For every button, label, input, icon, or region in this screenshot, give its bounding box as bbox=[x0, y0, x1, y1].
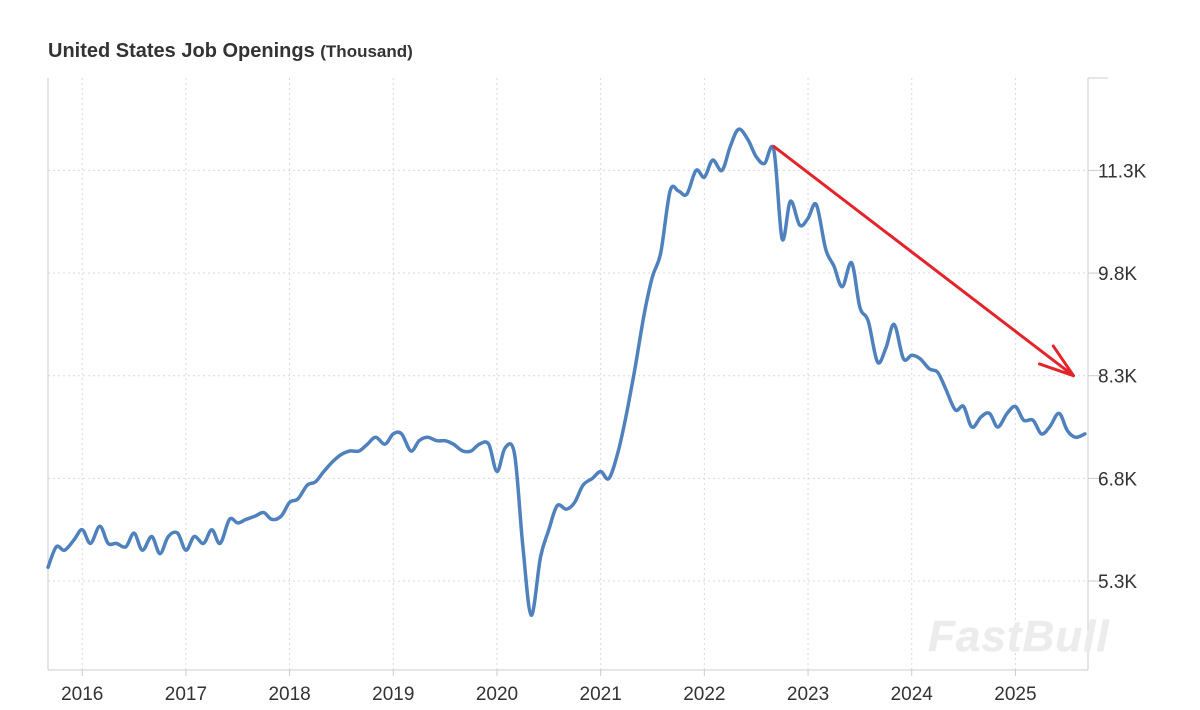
annotation-layer bbox=[772, 144, 1075, 378]
x-tick-label: 2018 bbox=[268, 684, 310, 705]
trend-arrow-head bbox=[1037, 344, 1075, 378]
y-tick-label: 8.3K bbox=[1098, 367, 1137, 388]
x-tick-label: 2023 bbox=[787, 684, 829, 705]
x-tick-label: 2025 bbox=[994, 684, 1036, 705]
horizontal-grid-lines bbox=[48, 169, 1088, 582]
axes bbox=[47, 77, 1108, 676]
series-line-job-openings bbox=[46, 127, 1087, 617]
x-tick-label: 2019 bbox=[372, 684, 414, 705]
x-tick-label: 2020 bbox=[476, 684, 518, 705]
x-tick-label: 2017 bbox=[165, 684, 207, 705]
y-axis-tick-labels: 5.3K 6.8K 8.3K 9.8K 11.3K bbox=[1098, 161, 1147, 593]
x-axis-tick-labels: 2016 2017 2018 2019 2020 2021 2022 2023 2024 2025 bbox=[61, 684, 1036, 705]
chart-title-unit: (Thousand) bbox=[320, 42, 413, 61]
fastbull-watermark: FastBull bbox=[928, 612, 1110, 661]
series-layer bbox=[46, 127, 1087, 617]
x-tick-label: 2021 bbox=[580, 684, 622, 705]
y-tick-label: 9.8K bbox=[1098, 264, 1137, 285]
x-tick-label: 2024 bbox=[891, 684, 934, 705]
chart-title-text: United States Job Openings bbox=[48, 40, 315, 62]
vertical-grid-lines bbox=[81, 78, 1016, 670]
trend-arrow-shaft bbox=[772, 144, 1075, 378]
y-tick-label: 11.3K bbox=[1098, 161, 1147, 182]
y-tick-label: 5.3K bbox=[1098, 572, 1137, 593]
x-tick-label: 2016 bbox=[61, 684, 103, 705]
y-tick-label: 6.8K bbox=[1098, 469, 1137, 490]
chart-title: United States Job Openings (Thousand) bbox=[48, 40, 413, 63]
x-tick-label: 2022 bbox=[683, 684, 725, 705]
